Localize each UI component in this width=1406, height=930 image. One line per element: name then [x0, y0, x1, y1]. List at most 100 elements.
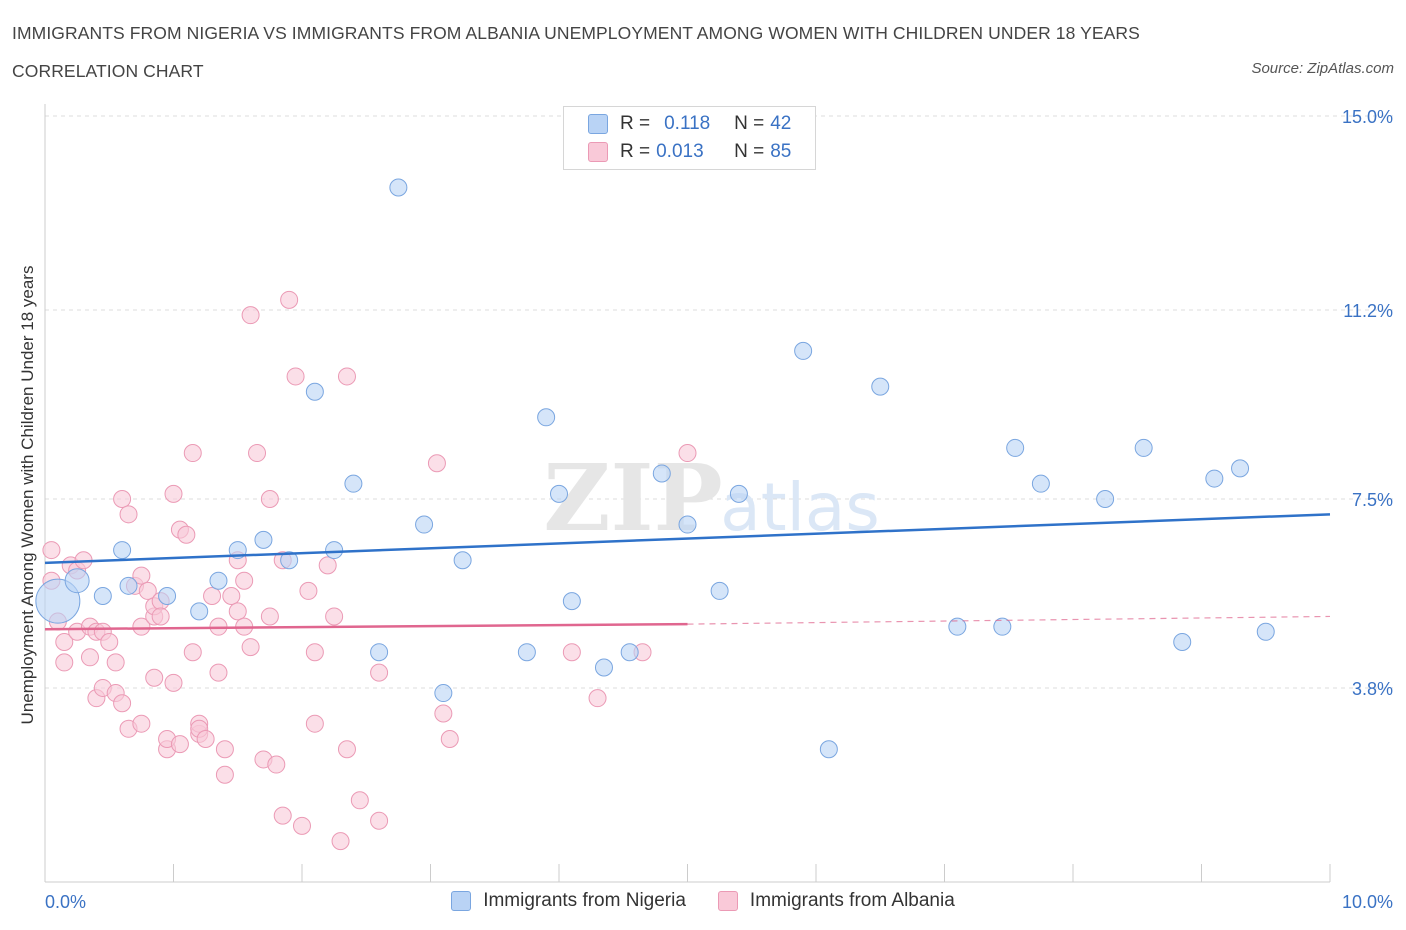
nigeria-swatch [451, 891, 472, 911]
albania-point [273, 806, 292, 825]
nigeria-point [93, 587, 112, 606]
albania-point [132, 566, 151, 585]
nigeria-point [948, 617, 967, 636]
albania-point [241, 638, 260, 657]
nigeria-point [209, 571, 228, 590]
albania-point [164, 484, 183, 503]
albania-point [228, 602, 247, 621]
albania-point [170, 735, 189, 754]
legend-row-albania: R = 0.013 N = 85 [588, 140, 791, 164]
albania-point [427, 454, 446, 473]
albania-point [562, 643, 581, 662]
x-tick-label: 10.0% [1342, 892, 1393, 912]
albania-point [260, 490, 279, 508]
legend-r-value: 0.118 [664, 113, 711, 134]
nigeria-point [794, 341, 813, 360]
albania-point [55, 653, 74, 672]
albania-point [325, 607, 344, 626]
nigeria-point [113, 541, 132, 560]
nigeria-point [710, 581, 729, 600]
nigeria-point [678, 515, 697, 534]
nigeria-swatch [588, 114, 608, 134]
y-tick-label: 11.2% [1343, 301, 1393, 321]
albania-point [370, 663, 389, 682]
albania-point [293, 816, 311, 835]
legend-r-value: 0.013 [656, 141, 704, 162]
albania-point [183, 444, 202, 463]
nigeria-point [453, 551, 472, 570]
nigeria-point [1173, 632, 1192, 651]
series-legend: Immigrants from Nigeria Immigrants from … [0, 890, 1406, 912]
legend-item-nigeria: Immigrants from Nigeria [451, 890, 686, 912]
nigeria-point [819, 740, 838, 759]
albania-point [80, 648, 99, 667]
albania-point [260, 607, 279, 626]
nigeria-point [35, 578, 81, 624]
nigeria-point [190, 602, 209, 621]
albania-point [337, 740, 356, 759]
legend-n-label: N = [734, 141, 765, 162]
y-tick-label: 15.0% [1342, 107, 1393, 127]
nigeria-point [1134, 438, 1153, 457]
nigeria-point [370, 643, 389, 662]
albania-swatch [717, 891, 738, 911]
nigeria-point [993, 617, 1012, 636]
albania-point [151, 607, 170, 626]
albania-point [434, 704, 453, 723]
albania-point [440, 730, 459, 749]
nigeria-point [1006, 438, 1025, 457]
nigeria-point [729, 484, 748, 503]
nigeria-point [1205, 469, 1224, 488]
nigeria-point [1231, 459, 1250, 478]
albania-point [370, 811, 389, 830]
albania-point [55, 632, 74, 651]
nigeria-trend-line [44, 513, 1331, 565]
nigeria-point [434, 684, 453, 703]
albania-point [119, 505, 138, 524]
nigeria-point [280, 551, 299, 570]
albania-point [177, 525, 196, 544]
albania-trend-extension [687, 615, 1331, 625]
legend-n-label: N = [734, 113, 765, 134]
legend-row-nigeria: R = 0.118 N = 42 [588, 112, 791, 136]
albania-point [286, 367, 305, 386]
nigeria-point [550, 484, 568, 503]
albania-point [132, 617, 151, 636]
legend-label-nigeria: Immigrants from Nigeria [483, 890, 686, 911]
nigeria-point [871, 377, 890, 396]
albania-point [267, 755, 286, 774]
legend-r-label: R = [620, 141, 651, 162]
albania-point [350, 791, 369, 810]
nigeria-point [344, 474, 363, 493]
nigeria-point [305, 382, 324, 401]
legend-r-label: R = [620, 113, 651, 134]
albania-point [280, 290, 299, 309]
albania-point [203, 587, 222, 606]
nigeria-point [158, 587, 177, 606]
albania-trend-line [44, 622, 688, 631]
correlation-legend: R = 0.118 N = 42 R = 0.013 N = 85 [563, 106, 816, 170]
albania-point [106, 653, 125, 672]
albania-point [331, 832, 350, 851]
nigeria-point [517, 643, 536, 662]
legend-label-albania: Immigrants from Albania [749, 890, 955, 911]
albania-point [138, 581, 157, 600]
albania-point [305, 643, 324, 662]
albania-swatch [588, 142, 608, 162]
albania-point [215, 740, 234, 759]
albania-point [164, 673, 183, 692]
albania-point [100, 632, 119, 651]
nigeria-point [562, 592, 581, 611]
x-tick-label: 0.0% [45, 892, 86, 912]
nigeria-point [254, 530, 273, 549]
albania-point [337, 367, 356, 386]
albania-point [318, 556, 337, 575]
nigeria-point [1256, 622, 1275, 641]
albania-point [222, 587, 241, 606]
albania-point [132, 714, 151, 733]
albania-point [113, 694, 132, 713]
nigeria-point [1031, 474, 1050, 493]
albania-point [241, 306, 260, 325]
nigeria-point [64, 568, 90, 594]
